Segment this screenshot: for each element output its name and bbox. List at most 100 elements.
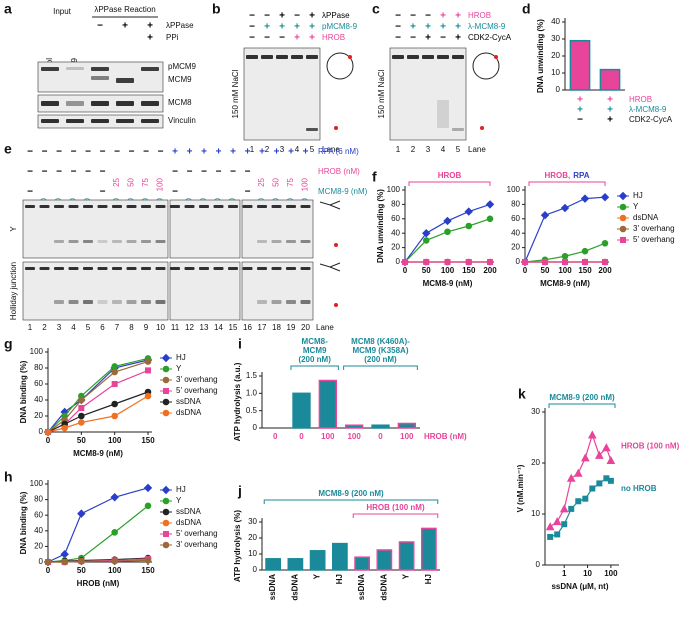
y-tick-label: 1.5 <box>246 371 258 380</box>
gel-band <box>170 205 180 208</box>
condition-mark: − <box>100 167 106 178</box>
gel-band <box>25 205 35 208</box>
bar <box>292 392 311 429</box>
condition-mark: − <box>129 147 135 158</box>
x-tick-label: HJ <box>335 574 344 584</box>
point <box>464 207 473 216</box>
legend-marker <box>619 214 627 222</box>
x-axis-label: MCM8-9 (nM) <box>423 279 473 288</box>
y-tick-label: 40 <box>391 228 400 237</box>
annotation-bracket <box>352 513 439 518</box>
condition-mark: + <box>309 11 315 22</box>
lane-number: 11 <box>171 323 180 332</box>
point <box>44 428 52 436</box>
y-tick-label: 80 <box>34 495 43 504</box>
x-tick-label: 100 <box>558 266 572 275</box>
x-tick-label: 50 <box>77 436 86 445</box>
y-tick-label: 30 <box>551 34 560 43</box>
condition-mark: − <box>395 33 401 44</box>
legend-label: 3' overhang <box>176 540 218 549</box>
condition-mark: + <box>410 22 416 33</box>
condition-mark: + <box>455 11 461 22</box>
gel-band <box>286 240 296 243</box>
series-line <box>549 433 612 528</box>
y-tick-label: 0 <box>39 427 44 436</box>
panel-letter: a <box>4 1 12 17</box>
legend-marker <box>619 203 627 211</box>
y-tick-label: 20 <box>34 411 43 420</box>
legend-marker <box>619 225 627 233</box>
gel-band <box>228 267 238 270</box>
point <box>560 203 570 213</box>
row-label: HROB (nM) <box>318 167 360 176</box>
condition-mark: − <box>27 167 33 178</box>
condition-mark: − <box>294 11 300 22</box>
gel-band <box>199 267 209 270</box>
bar <box>354 556 370 571</box>
gel-band <box>452 128 464 131</box>
condition-mark: + <box>577 105 583 116</box>
gel-band <box>213 267 224 270</box>
gel-band <box>437 55 449 59</box>
y-tick-label: 60 <box>391 214 400 223</box>
gel-band <box>184 267 195 270</box>
condition-mark: − <box>97 21 103 32</box>
point <box>566 473 576 482</box>
point <box>552 517 562 526</box>
band-label: MCM9 <box>168 75 192 84</box>
gel-band <box>68 205 79 208</box>
x-tick-label: 100 <box>347 432 361 441</box>
row-label: MCM8-9 (nM) <box>318 187 368 196</box>
gel-band <box>116 119 134 123</box>
annotation: MCM8-9 (200 nM) <box>549 393 615 402</box>
condition-value: 25 <box>257 177 266 186</box>
legend-marker <box>162 376 170 384</box>
condition-mark: − <box>172 167 178 178</box>
gel-band <box>184 205 195 208</box>
band-label: MCM8 <box>168 98 192 107</box>
gel-band <box>126 205 137 208</box>
x-tick-label: Y <box>313 573 322 579</box>
lane-number: 16 <box>243 323 252 332</box>
condition-mark: − <box>577 115 583 126</box>
series-line <box>549 477 612 538</box>
point <box>601 239 609 247</box>
gel-band <box>91 76 109 80</box>
condition-mark: − <box>230 167 236 178</box>
point <box>580 453 590 462</box>
condition-mark: + <box>440 22 446 33</box>
condition-mark: + <box>201 147 207 158</box>
point <box>60 549 69 559</box>
gel-band <box>141 101 159 106</box>
gel-band <box>306 55 318 59</box>
condition-mark: − <box>245 187 251 198</box>
condition-mark: − <box>395 11 401 22</box>
condition-mark: + <box>425 33 431 44</box>
lane-number: 9 <box>144 323 149 332</box>
point <box>111 529 118 536</box>
gel-image <box>389 47 467 141</box>
panel-letter: g <box>4 336 13 352</box>
y-tick-label: 30 <box>248 517 257 526</box>
point <box>78 557 85 565</box>
gel-band <box>141 300 151 304</box>
legend-marker <box>162 409 170 417</box>
condition-mark: − <box>410 11 416 22</box>
y-axis-label: ATP hydrolysis (a.u.) <box>233 362 242 441</box>
legend-marker <box>162 508 170 516</box>
salt-label: 150 mM NaCl <box>231 69 240 118</box>
legend-label: HJ <box>633 191 643 200</box>
condition-mark: − <box>71 167 77 178</box>
substrate-label: Holliday junction <box>9 262 18 320</box>
condition-mark: + <box>440 11 446 22</box>
gel-band <box>54 267 64 270</box>
annotation: (200 nM) <box>364 355 397 364</box>
y-tick-label: 40 <box>511 228 520 237</box>
gel-band <box>199 205 209 208</box>
y-tick-label: 80 <box>34 363 43 372</box>
bar <box>318 379 338 429</box>
x-tick-label: 150 <box>578 266 592 275</box>
legend-label: HJ <box>176 485 186 494</box>
y-axis-label: DNA binding (%) <box>19 360 28 423</box>
lane-number: 5 <box>86 323 91 332</box>
